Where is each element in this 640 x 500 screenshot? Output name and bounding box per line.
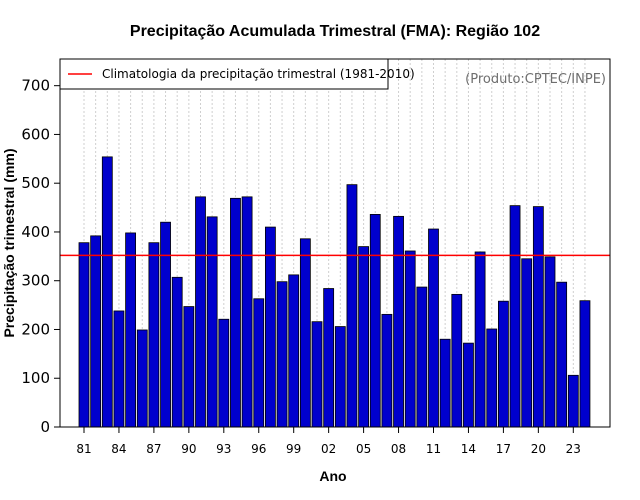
x-tick-label: 14 bbox=[461, 442, 476, 456]
x-tick-label: 05 bbox=[356, 442, 371, 456]
bar-2019 bbox=[521, 258, 533, 428]
y-tick-label: 400 bbox=[21, 223, 50, 241]
bar-2000 bbox=[299, 238, 311, 428]
bar-2014 bbox=[463, 342, 474, 428]
bar-1992 bbox=[206, 216, 218, 428]
x-tick-label: 02 bbox=[321, 442, 336, 456]
y-tick-label: 500 bbox=[21, 174, 50, 192]
y-tick-label: 300 bbox=[21, 272, 50, 290]
bar-2016 bbox=[486, 328, 498, 428]
y-tick-label: 600 bbox=[21, 125, 50, 143]
bar-2007 bbox=[381, 313, 393, 428]
y-tick-label: 0 bbox=[40, 418, 50, 436]
bar-2006 bbox=[369, 214, 381, 428]
x-axis: 81 84 87 90 93 96 99 02 05 08 11 14 17 20 23 bbox=[76, 427, 581, 456]
bar-2011 bbox=[428, 228, 439, 428]
bar-2004 bbox=[346, 184, 358, 428]
bar-1982 bbox=[90, 235, 102, 428]
bar-1986 bbox=[136, 329, 148, 428]
bar-2023 bbox=[567, 374, 579, 428]
x-axis-title: Ano bbox=[319, 468, 346, 484]
y-tick-label: 100 bbox=[21, 369, 50, 387]
bar-1983 bbox=[101, 156, 113, 428]
bar-1999 bbox=[288, 274, 300, 428]
y-tick-label: 700 bbox=[21, 77, 50, 95]
bar-2021 bbox=[544, 256, 556, 428]
bar-2022 bbox=[556, 281, 568, 428]
y-tick-label: 200 bbox=[21, 320, 50, 338]
bar-2015 bbox=[474, 251, 486, 428]
bar-1981 bbox=[78, 242, 90, 428]
legend-label: Climatologia da precipitação trimestral … bbox=[102, 67, 415, 81]
bar-2005 bbox=[358, 246, 370, 428]
bar-1984 bbox=[113, 310, 125, 428]
bar-1985 bbox=[125, 232, 136, 428]
legend: Climatologia da precipitação trimestral … bbox=[59, 58, 415, 90]
bar-2008 bbox=[393, 215, 404, 428]
bar-2020 bbox=[532, 206, 544, 428]
x-tick-label: 23 bbox=[566, 442, 581, 456]
bar-1990 bbox=[183, 306, 195, 428]
bar-2017 bbox=[497, 300, 509, 428]
y-axis-title: Precipitação trimestral (mm) bbox=[1, 148, 17, 337]
bar-1995 bbox=[241, 196, 253, 428]
source-note: (Produto:CPTEC/INPE) bbox=[465, 72, 606, 87]
x-tick-label: 81 bbox=[76, 442, 91, 456]
bar-2001 bbox=[311, 321, 323, 428]
bar-1988 bbox=[160, 221, 171, 428]
bar-2009 bbox=[404, 250, 416, 428]
bar-1994 bbox=[230, 197, 241, 428]
bar-2003 bbox=[334, 326, 346, 428]
legend-box bbox=[59, 58, 389, 90]
x-tick-label: 93 bbox=[216, 442, 231, 456]
chart-title: Precipitação Acumulada Trimestral (FMA):… bbox=[130, 23, 540, 40]
y-axis: 0 100 200 300 400 500 600 700 bbox=[21, 77, 60, 436]
x-tick-label: 84 bbox=[111, 442, 126, 456]
bar-2002 bbox=[323, 288, 335, 428]
bar-1989 bbox=[171, 276, 183, 428]
bar-1997 bbox=[264, 226, 276, 428]
x-tick-label: 17 bbox=[496, 442, 511, 456]
bar-1987 bbox=[148, 242, 160, 428]
x-tick-label: 99 bbox=[286, 442, 301, 456]
bar-1998 bbox=[276, 281, 288, 428]
bar-1996 bbox=[253, 298, 265, 428]
bar-1991 bbox=[195, 196, 206, 428]
x-tick-label: 11 bbox=[426, 442, 441, 456]
x-tick-label: 90 bbox=[181, 442, 196, 456]
bar-2012 bbox=[439, 338, 451, 428]
bar-2024 bbox=[579, 300, 591, 428]
bars bbox=[78, 156, 591, 428]
bar-2010 bbox=[416, 286, 428, 428]
bar-2013 bbox=[451, 293, 463, 428]
x-tick-label: 87 bbox=[146, 442, 161, 456]
bar-1993 bbox=[218, 318, 230, 428]
x-tick-label: 20 bbox=[531, 442, 546, 456]
bar-2018 bbox=[509, 205, 521, 428]
x-tick-label: 08 bbox=[391, 442, 406, 456]
x-tick-label: 96 bbox=[251, 442, 266, 456]
